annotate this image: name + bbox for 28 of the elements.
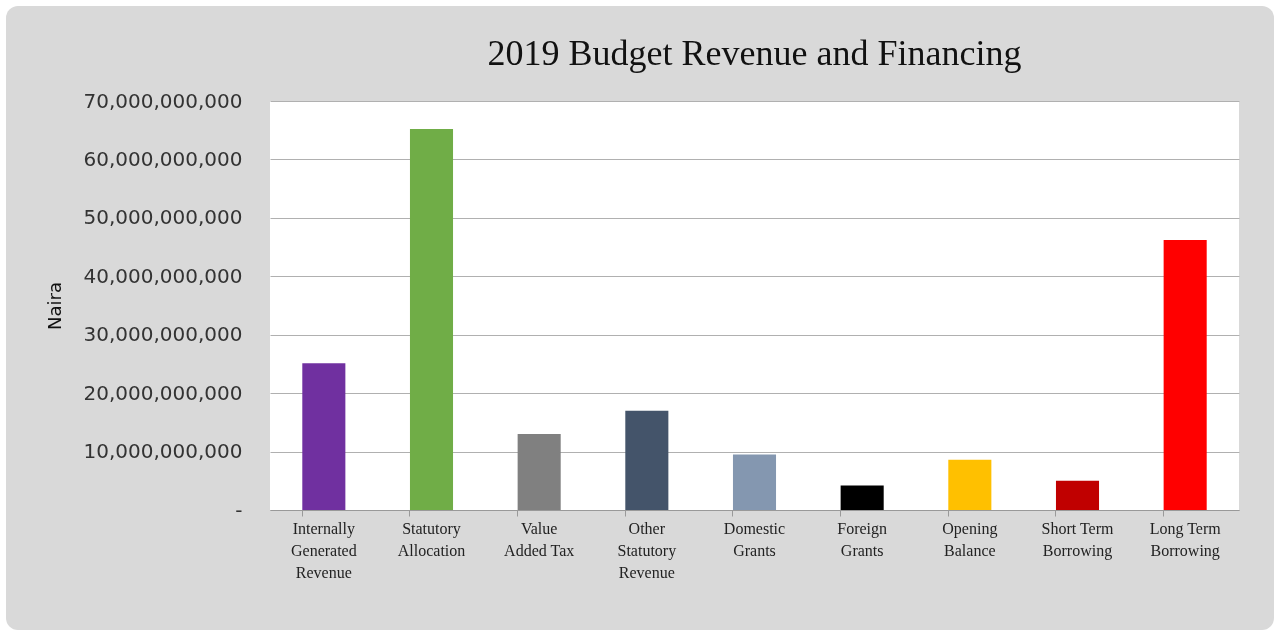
x-tick-label: Statutory Allocation	[397, 519, 466, 559]
x-tick-label: Other Statutory Revenue	[617, 519, 677, 581]
y-tick-label: 10,000,000,000	[83, 439, 243, 464]
x-tick-label: Value Added Tax	[504, 519, 575, 559]
chart-title: 2019 Budget Revenue and Financing	[487, 33, 1022, 73]
bar	[732, 454, 777, 510]
y-tick-label: -	[235, 497, 243, 522]
y-tick-label: 40,000,000,000	[83, 263, 243, 288]
x-tick-label: Long Term Borrowing	[1149, 519, 1222, 560]
bar	[517, 434, 561, 510]
bar	[1055, 480, 1100, 510]
x-tick-label: Opening Balance	[942, 519, 998, 559]
bar	[625, 410, 669, 510]
bar	[948, 459, 992, 510]
bar	[302, 363, 346, 510]
x-tick-label: Domestic Grants	[723, 519, 786, 559]
y-tick-label: 50,000,000,000	[83, 205, 243, 230]
y-tick-label: 30,000,000,000	[83, 322, 243, 347]
y-axis-title: Naira	[44, 282, 66, 330]
bar	[840, 485, 884, 510]
x-tick-label: Short Term Borrowing	[1041, 519, 1115, 560]
x-tick-label: Internally Generated Revenue	[290, 519, 357, 581]
y-tick-label: 20,000,000,000	[83, 380, 243, 405]
bar	[1163, 240, 1207, 510]
bar	[409, 129, 454, 510]
y-tick-label: 60,000,000,000	[83, 146, 243, 171]
x-tick-label: Foreign Grants	[837, 519, 888, 559]
y-tick-label: 70,000,000,000	[83, 88, 243, 113]
